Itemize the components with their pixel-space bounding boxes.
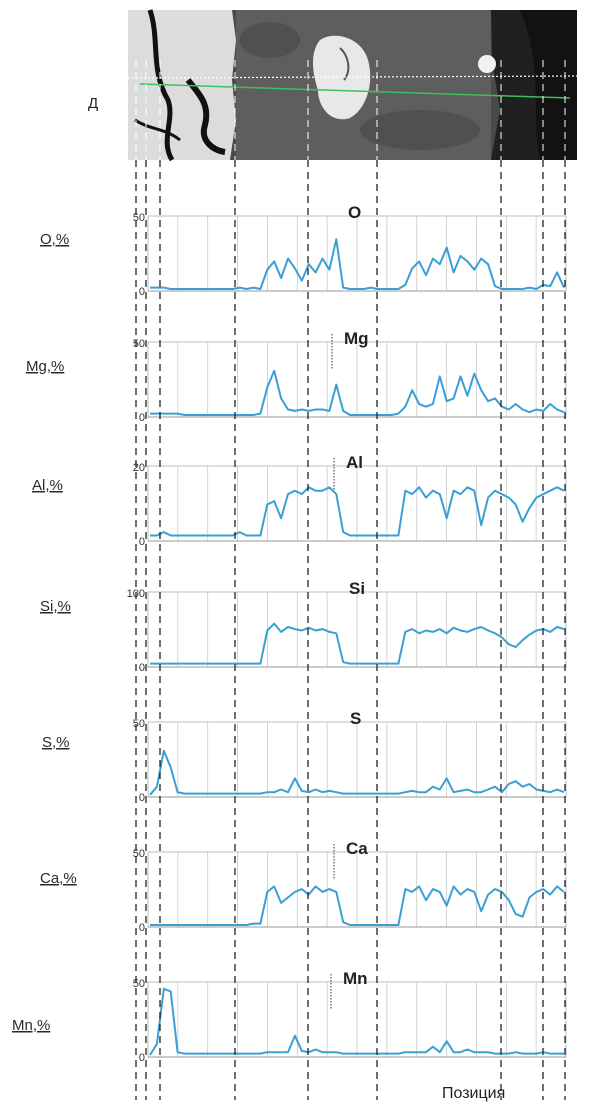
- y-axis-label: Mg,%: [26, 358, 64, 375]
- y-tick-label-bottom: 0: [139, 662, 145, 674]
- y-tick-label-bottom: 0: [139, 412, 145, 424]
- element-label: Si: [349, 579, 365, 598]
- chart-panels: 500O,%O500Mg,%Mg200Al,%Al1000Si,%Si500S,…: [12, 203, 567, 1064]
- panel-mg: 50 0 Mg,% Mg: [26, 329, 567, 424]
- y-tick-label-top: 50: [133, 212, 145, 224]
- y-tick-label-bottom: 0: [139, 792, 145, 804]
- y-axis-label: Ca,%: [40, 870, 77, 887]
- y-tick-label-bottom: 0: [139, 922, 145, 934]
- panel-o: 50 0 O,% O: [40, 203, 567, 298]
- series-line-o: [150, 238, 565, 290]
- y-axis-label: Al,%: [32, 477, 63, 494]
- series-line-s: [149, 749, 565, 796]
- panel-ca: 50 0 Ca,% Ca: [40, 839, 567, 934]
- panel-s: 50 0 S,% S: [42, 709, 567, 804]
- y-axis-label: O,%: [40, 231, 69, 248]
- y-tick-label-top: 50: [133, 848, 145, 860]
- y-tick-label-top: 50: [133, 338, 145, 350]
- dashed-guide-lines: [135, 60, 566, 1100]
- series-line-si: [150, 622, 565, 665]
- y-axis-label: Si,%: [40, 598, 71, 615]
- y-tick-label-bottom: 0: [139, 1052, 145, 1064]
- sem-micrograph: [127, 9, 578, 162]
- panel-si: 1000Si,%Si: [40, 579, 567, 674]
- element-label: Ca: [346, 839, 368, 858]
- series-line-ca: [150, 885, 565, 926]
- y-axis-label: Mn,%: [12, 1017, 50, 1034]
- element-label: Al: [346, 453, 363, 472]
- y-axis-label: S,%: [42, 734, 70, 751]
- series-line-mg: [150, 369, 565, 416]
- element-label: Mn: [343, 969, 368, 988]
- y-tick-label-bottom: 0: [139, 536, 145, 548]
- x-axis-label: Позиция: [442, 1085, 505, 1102]
- y-tick-label-top: 50: [133, 718, 145, 730]
- series-line-al: [150, 486, 565, 537]
- series-line-mn: [149, 987, 564, 1056]
- element-label: Mg: [344, 329, 369, 348]
- image-label: Д: [88, 95, 98, 112]
- y-tick-label-top: 20: [133, 462, 145, 474]
- panel-mn: 50 0 Mn,% Mn: [12, 969, 567, 1064]
- y-tick-label-top: 50: [133, 978, 145, 990]
- element-label: S: [350, 709, 361, 728]
- y-tick-label-bottom: 0: [139, 286, 145, 298]
- panel-al: 20 0 Al,% Al: [32, 453, 567, 548]
- element-label: O: [348, 203, 361, 222]
